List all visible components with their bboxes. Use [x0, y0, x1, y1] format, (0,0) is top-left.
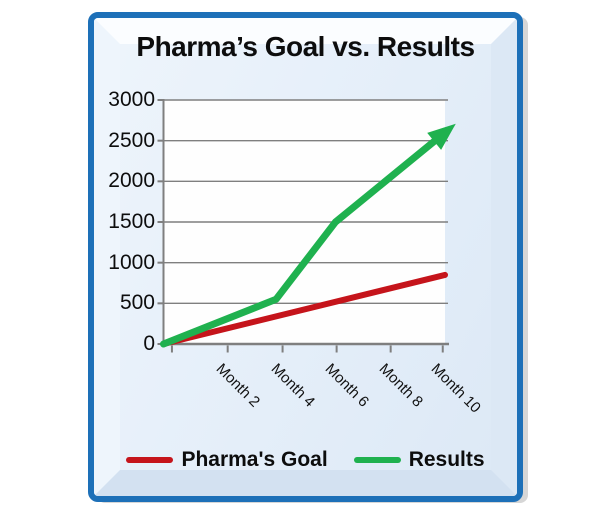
- y-axis-tick-label: 2000: [108, 169, 155, 193]
- y-axis-tick-label: 1500: [108, 210, 155, 233]
- arrowhead-icon: [427, 123, 456, 150]
- legend-item-pharmas-goal: Pharma's Goal: [126, 448, 328, 472]
- legend: Pharma's Goal Results: [88, 448, 523, 472]
- results-line-swatch-icon: [353, 457, 401, 463]
- frame-bevel: [94, 18, 517, 496]
- chart-title: Pharma’s Goal vs. Results: [136, 31, 475, 62]
- legend-label-pharmas-goal: Pharma's Goal: [181, 448, 328, 471]
- y-axis-tick-label: 2500: [108, 128, 155, 152]
- y-axis-tick-label: 0: [143, 332, 155, 355]
- y-axis-tick-label: 500: [119, 291, 155, 315]
- y-axis-tick-label: 1000: [108, 250, 155, 274]
- legend-label-results: Results: [408, 448, 485, 471]
- beveled-frame: [88, 12, 523, 502]
- legend-item-results: Results: [353, 448, 485, 472]
- series-line-pharma-s-goal: [160, 271, 448, 347]
- goal-line-swatch-icon: [126, 457, 174, 463]
- y-axis-tick-label: 3000: [108, 88, 155, 111]
- series-line-results: [160, 129, 449, 348]
